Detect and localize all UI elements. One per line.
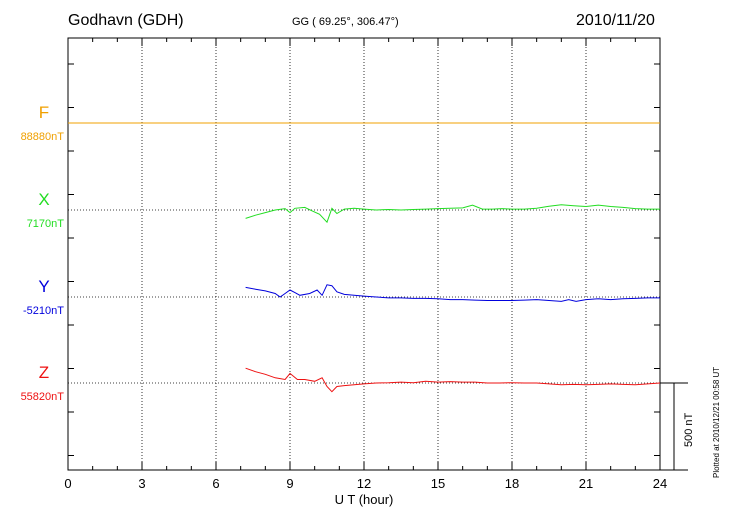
baseline-value-z: 55820nT: [21, 391, 65, 403]
x-tick-label: 24: [653, 476, 667, 491]
date-label: 2010/11/20: [576, 12, 655, 29]
x-tick-label: 9: [286, 476, 293, 491]
series-line-x: [245, 204, 660, 224]
x-tick-label: 12: [357, 476, 371, 491]
x-tick-label: 21: [579, 476, 593, 491]
station-title: Godhavn (GDH): [68, 12, 184, 29]
component-label-x: X: [38, 190, 49, 209]
x-tick-label: 18: [505, 476, 519, 491]
baseline-value-f: 88880nT: [21, 131, 65, 143]
scale-bar-label: 500 nT: [683, 412, 695, 447]
x-axis-label: U T (hour): [335, 492, 394, 507]
component-label-z: Z: [39, 363, 49, 382]
component-label-f: F: [39, 103, 49, 122]
baseline-value-y: -5210nT: [23, 305, 64, 317]
series-line-y: [245, 284, 660, 302]
x-tick-label: 6: [212, 476, 219, 491]
x-tick-label: 3: [138, 476, 145, 491]
component-label-y: Y: [38, 277, 49, 296]
series-line-z: [245, 367, 661, 393]
coordinates-label: GG ( 69.25°, 306.47°): [292, 16, 399, 28]
baseline-value-x: 7170nT: [27, 218, 65, 230]
x-tick-label: 0: [64, 476, 71, 491]
x-tick-label: 15: [431, 476, 445, 491]
plotted-timestamp: Plotted at 2010/12/21 00:58 UT: [712, 366, 721, 478]
